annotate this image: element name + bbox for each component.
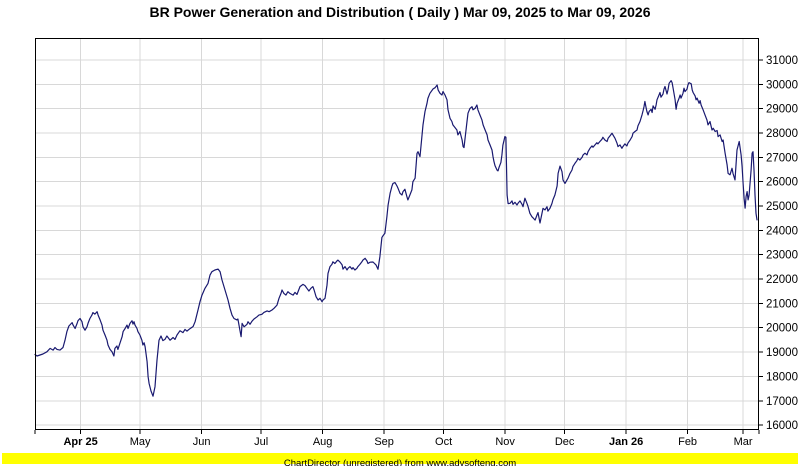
y-axis-label: 26000 xyxy=(766,177,798,189)
chart-title: BR Power Generation and Distribution ( D… xyxy=(149,4,651,20)
y-axis-label: 17000 xyxy=(766,396,798,408)
y-axis-label: 25000 xyxy=(766,201,798,213)
x-axis-label: Aug xyxy=(313,436,333,448)
x-axis-label: Apr 25 xyxy=(63,436,97,448)
plot-border xyxy=(35,38,759,430)
x-axis-label: Nov xyxy=(495,436,515,448)
x-axis-label: Mar xyxy=(734,436,753,448)
y-axis-label: 27000 xyxy=(766,152,798,164)
price-line xyxy=(34,79,758,397)
y-axis-label: 28000 xyxy=(766,128,798,140)
y-axis-label: 31000 xyxy=(766,55,798,67)
y-axis-label: 22000 xyxy=(766,274,798,286)
x-axis-label: May xyxy=(130,436,151,448)
x-axis-label: Oct xyxy=(435,436,452,448)
y-axis-label: 20000 xyxy=(766,323,798,335)
x-axis-label: Sep xyxy=(374,436,394,448)
y-axis-label: 16000 xyxy=(766,420,798,432)
y-axis-label: 23000 xyxy=(766,250,798,262)
y-axis-label: 24000 xyxy=(766,225,798,237)
footer-text: ChartDirector (unregistered) from www.ad… xyxy=(283,458,517,466)
y-axis-label: 21000 xyxy=(766,298,798,310)
y-axis-label: 19000 xyxy=(766,347,798,359)
y-axis-label: 30000 xyxy=(766,79,798,91)
x-axis-label: Dec xyxy=(555,436,575,448)
x-axis-label: Jul xyxy=(254,436,268,448)
footer-bar: ChartDirector (unregistered) from www.ad… xyxy=(2,453,798,466)
y-axis-label: 29000 xyxy=(766,104,798,116)
y-axis-label: 18000 xyxy=(766,371,798,383)
x-axis-label: Jan 26 xyxy=(609,436,643,448)
x-axis-label: Feb xyxy=(678,436,697,448)
plot-area xyxy=(35,38,759,430)
x-axis-label: Jun xyxy=(193,436,211,448)
